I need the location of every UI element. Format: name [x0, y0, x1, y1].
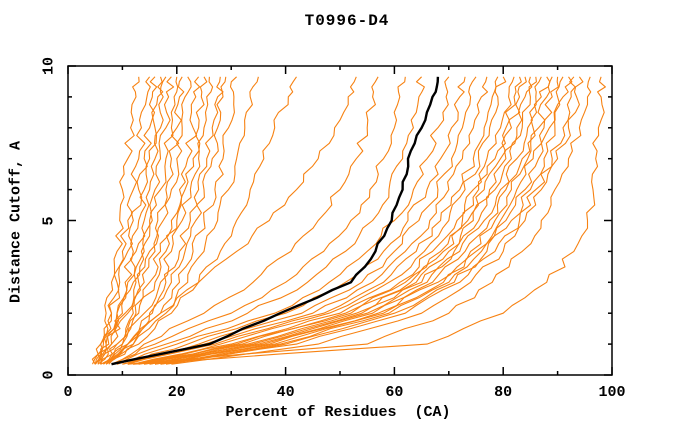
model-curve: [160, 76, 573, 365]
model-curve: [165, 76, 576, 365]
x-tick-label: 0: [63, 384, 73, 401]
model-curve: [122, 76, 466, 365]
model-curve: [103, 76, 227, 365]
x-axis-label: Percent of Residues (CA): [225, 404, 451, 421]
model-curve: [91, 76, 158, 365]
model-curve: [108, 76, 297, 365]
y-tick-label: 0: [40, 370, 58, 380]
model-curve: [138, 76, 522, 365]
y-axis-label: Distance Cutoff, A: [7, 140, 25, 304]
model-curve: [133, 76, 515, 365]
model-curve: [149, 76, 551, 365]
model-curve: [100, 76, 179, 365]
model-curve: [111, 76, 406, 365]
model-curve: [111, 76, 379, 365]
model-curve: [154, 76, 559, 365]
model-curve: [133, 76, 507, 365]
y-tick-label: 10: [40, 56, 58, 76]
x-tick-label: 100: [598, 384, 626, 401]
model-curve: [91, 76, 140, 365]
model-curve: [116, 76, 425, 365]
model-curve: [149, 76, 542, 365]
model-curve: [138, 76, 527, 365]
y-tick-label: 5: [40, 215, 58, 226]
model-curve: [116, 76, 450, 365]
model-curve: [127, 76, 592, 365]
x-tick-label: 80: [494, 384, 513, 401]
model-curve: [105, 76, 357, 365]
chart-title: T0996-D4: [304, 12, 390, 30]
model-curve: [100, 76, 214, 365]
model-curve: [127, 76, 499, 365]
model-curve: [97, 76, 167, 365]
reference-curve: [111, 76, 440, 366]
model-curve: [171, 76, 584, 365]
model-curve: [105, 76, 259, 365]
model-curve: [105, 76, 224, 365]
model-curve: [133, 76, 606, 365]
model-curve: [100, 76, 201, 365]
model-curve: [144, 76, 537, 365]
x-tick-label: 20: [167, 384, 186, 401]
model-curve: [100, 76, 192, 365]
model-curve: [94, 76, 175, 365]
model-curve: [103, 76, 208, 365]
x-tick-label: 60: [385, 384, 404, 401]
model-curve: [127, 76, 489, 365]
model-curve: [97, 76, 185, 365]
model-curve: [144, 76, 533, 365]
model-curve: [122, 76, 477, 365]
x-tick-label: 40: [276, 384, 295, 401]
model-curve: [94, 76, 164, 365]
model-curve: [160, 76, 564, 365]
